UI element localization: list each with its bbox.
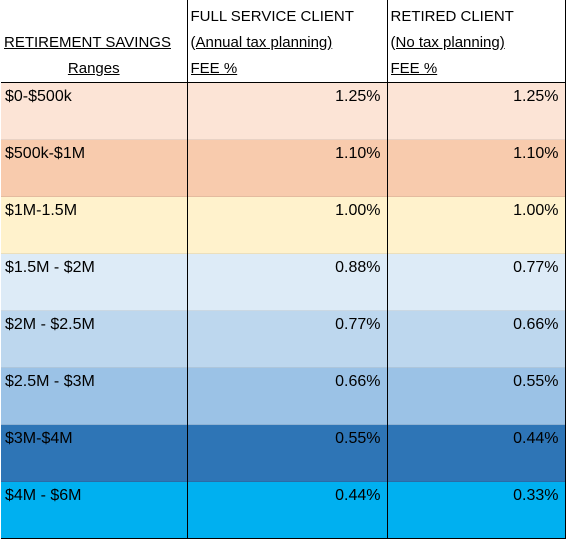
table-row: $0-$500k 1.25% 1.25% xyxy=(1,82,566,140)
header-retired-client: RETIRED CLIENT (No tax planning) FEE % xyxy=(387,0,566,83)
table-row: $2M - $2.5M 0.77% 0.66% xyxy=(1,310,566,368)
header-col1-line2: RETIREMENT SAVINGS xyxy=(4,34,171,51)
header-col2-line2: (Annual tax planning) xyxy=(190,34,333,51)
header-col3-line2: (No tax planning) xyxy=(390,34,505,51)
table-row: $4M - $6M 0.44% 0.33% xyxy=(1,481,566,539)
table-row: $2.5M - $3M 0.66% 0.55% xyxy=(1,367,566,425)
header-col3-line3: FEE % xyxy=(390,60,438,77)
header-full-service-client: FULL SERVICE CLIENT (Annual tax planning… xyxy=(187,0,388,83)
retired-fee-cell: 1.10% xyxy=(387,139,566,197)
table-row: $3M-$4M 0.55% 0.44% xyxy=(1,424,566,482)
retired-fee-cell: 1.25% xyxy=(387,82,566,140)
header-col2-line1: FULL SERVICE CLIENT xyxy=(190,8,354,25)
full-service-fee-cell: 0.66% xyxy=(187,367,388,425)
range-cell: $0-$500k xyxy=(1,82,188,140)
retired-fee-cell: 0.55% xyxy=(387,367,566,425)
retired-fee-cell: 0.33% xyxy=(387,481,566,539)
range-cell: $3M-$4M xyxy=(1,424,188,482)
header-col1-line3: Ranges xyxy=(67,60,120,77)
retired-fee-cell: 0.66% xyxy=(387,310,566,368)
retired-fee-cell: 1.00% xyxy=(387,196,566,254)
header-col1-line1 xyxy=(4,4,184,30)
full-service-fee-cell: 0.44% xyxy=(187,481,388,539)
full-service-fee-cell: 1.00% xyxy=(187,196,388,254)
retired-fee-cell: 0.44% xyxy=(387,424,566,482)
range-cell: $1.5M - $2M xyxy=(1,253,188,311)
full-service-fee-cell: 0.88% xyxy=(187,253,388,311)
range-cell: $4M - $6M xyxy=(1,481,188,539)
header-col2-line3: FEE % xyxy=(190,60,238,77)
retired-fee-cell: 0.77% xyxy=(387,253,566,311)
header-row: RETIREMENT SAVINGS Ranges FULL SERVICE C… xyxy=(1,0,566,83)
header-retirement-savings: RETIREMENT SAVINGS Ranges xyxy=(1,0,188,83)
table-row: $1M-1.5M 1.00% 1.00% xyxy=(1,196,566,254)
range-cell: $500k-$1M xyxy=(1,139,188,197)
table-row: $500k-$1M 1.10% 1.10% xyxy=(1,139,566,197)
full-service-fee-cell: 0.55% xyxy=(187,424,388,482)
full-service-fee-cell: 0.77% xyxy=(187,310,388,368)
full-service-fee-cell: 1.10% xyxy=(187,139,388,197)
table-row: $1.5M - $2M 0.88% 0.77% xyxy=(1,253,566,311)
range-cell: $2.5M - $3M xyxy=(1,367,188,425)
full-service-fee-cell: 1.25% xyxy=(187,82,388,140)
range-cell: $2M - $2.5M xyxy=(1,310,188,368)
range-cell: $1M-1.5M xyxy=(1,196,188,254)
header-col3-line1: RETIRED CLIENT xyxy=(390,8,514,25)
